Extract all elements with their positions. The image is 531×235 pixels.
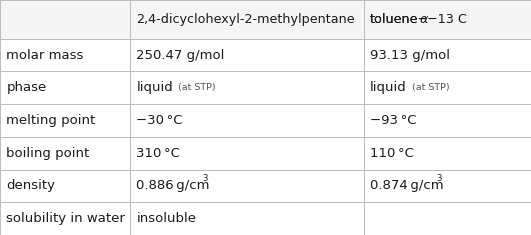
Text: (at STP): (at STP) — [172, 83, 216, 92]
Text: density: density — [6, 180, 55, 192]
Bar — [130, 0, 364, 39]
Bar — [364, 202, 531, 235]
Text: α: α — [419, 13, 428, 26]
Text: −93 °C: −93 °C — [370, 114, 417, 127]
Text: phase: phase — [6, 81, 47, 94]
Text: boiling point: boiling point — [6, 147, 90, 160]
Bar — [130, 137, 364, 170]
Bar — [130, 170, 364, 202]
Text: (at STP): (at STP) — [406, 83, 449, 92]
Text: solubility in water: solubility in water — [6, 212, 125, 225]
Text: liquid: liquid — [370, 81, 407, 94]
Text: −30 °C: −30 °C — [136, 114, 183, 127]
Bar — [364, 39, 531, 71]
Bar — [0, 170, 130, 202]
Bar — [0, 71, 130, 104]
Text: 2,4-dicyclohexyl-2-methylpentane: 2,4-dicyclohexyl-2-methylpentane — [136, 13, 355, 26]
Bar — [0, 39, 130, 71]
Bar — [130, 202, 364, 235]
Text: molar mass: molar mass — [6, 49, 84, 62]
Bar — [364, 170, 531, 202]
Text: 93.13 g/mol: 93.13 g/mol — [370, 49, 450, 62]
Bar — [364, 0, 531, 39]
Text: toluene−: toluene− — [370, 13, 429, 26]
Text: 0.874 g/cm: 0.874 g/cm — [370, 180, 444, 192]
Text: melting point: melting point — [6, 114, 96, 127]
Bar — [130, 71, 364, 104]
Bar — [0, 137, 130, 170]
Text: 3: 3 — [202, 174, 208, 183]
Bar — [0, 0, 130, 39]
Text: liquid: liquid — [136, 81, 173, 94]
Bar — [364, 137, 531, 170]
Text: 3: 3 — [436, 174, 441, 183]
Bar — [130, 104, 364, 137]
Text: −13 C: −13 C — [427, 13, 467, 26]
Text: 250.47 g/mol: 250.47 g/mol — [136, 49, 225, 62]
Bar — [0, 104, 130, 137]
Bar — [364, 71, 531, 104]
Text: 0.886 g/cm: 0.886 g/cm — [136, 180, 210, 192]
Text: insoluble: insoluble — [136, 212, 196, 225]
Bar — [0, 202, 130, 235]
Text: toluene−: toluene− — [370, 13, 429, 26]
Bar — [130, 39, 364, 71]
Text: 110 °C: 110 °C — [370, 147, 414, 160]
Text: 310 °C: 310 °C — [136, 147, 181, 160]
Bar — [364, 104, 531, 137]
